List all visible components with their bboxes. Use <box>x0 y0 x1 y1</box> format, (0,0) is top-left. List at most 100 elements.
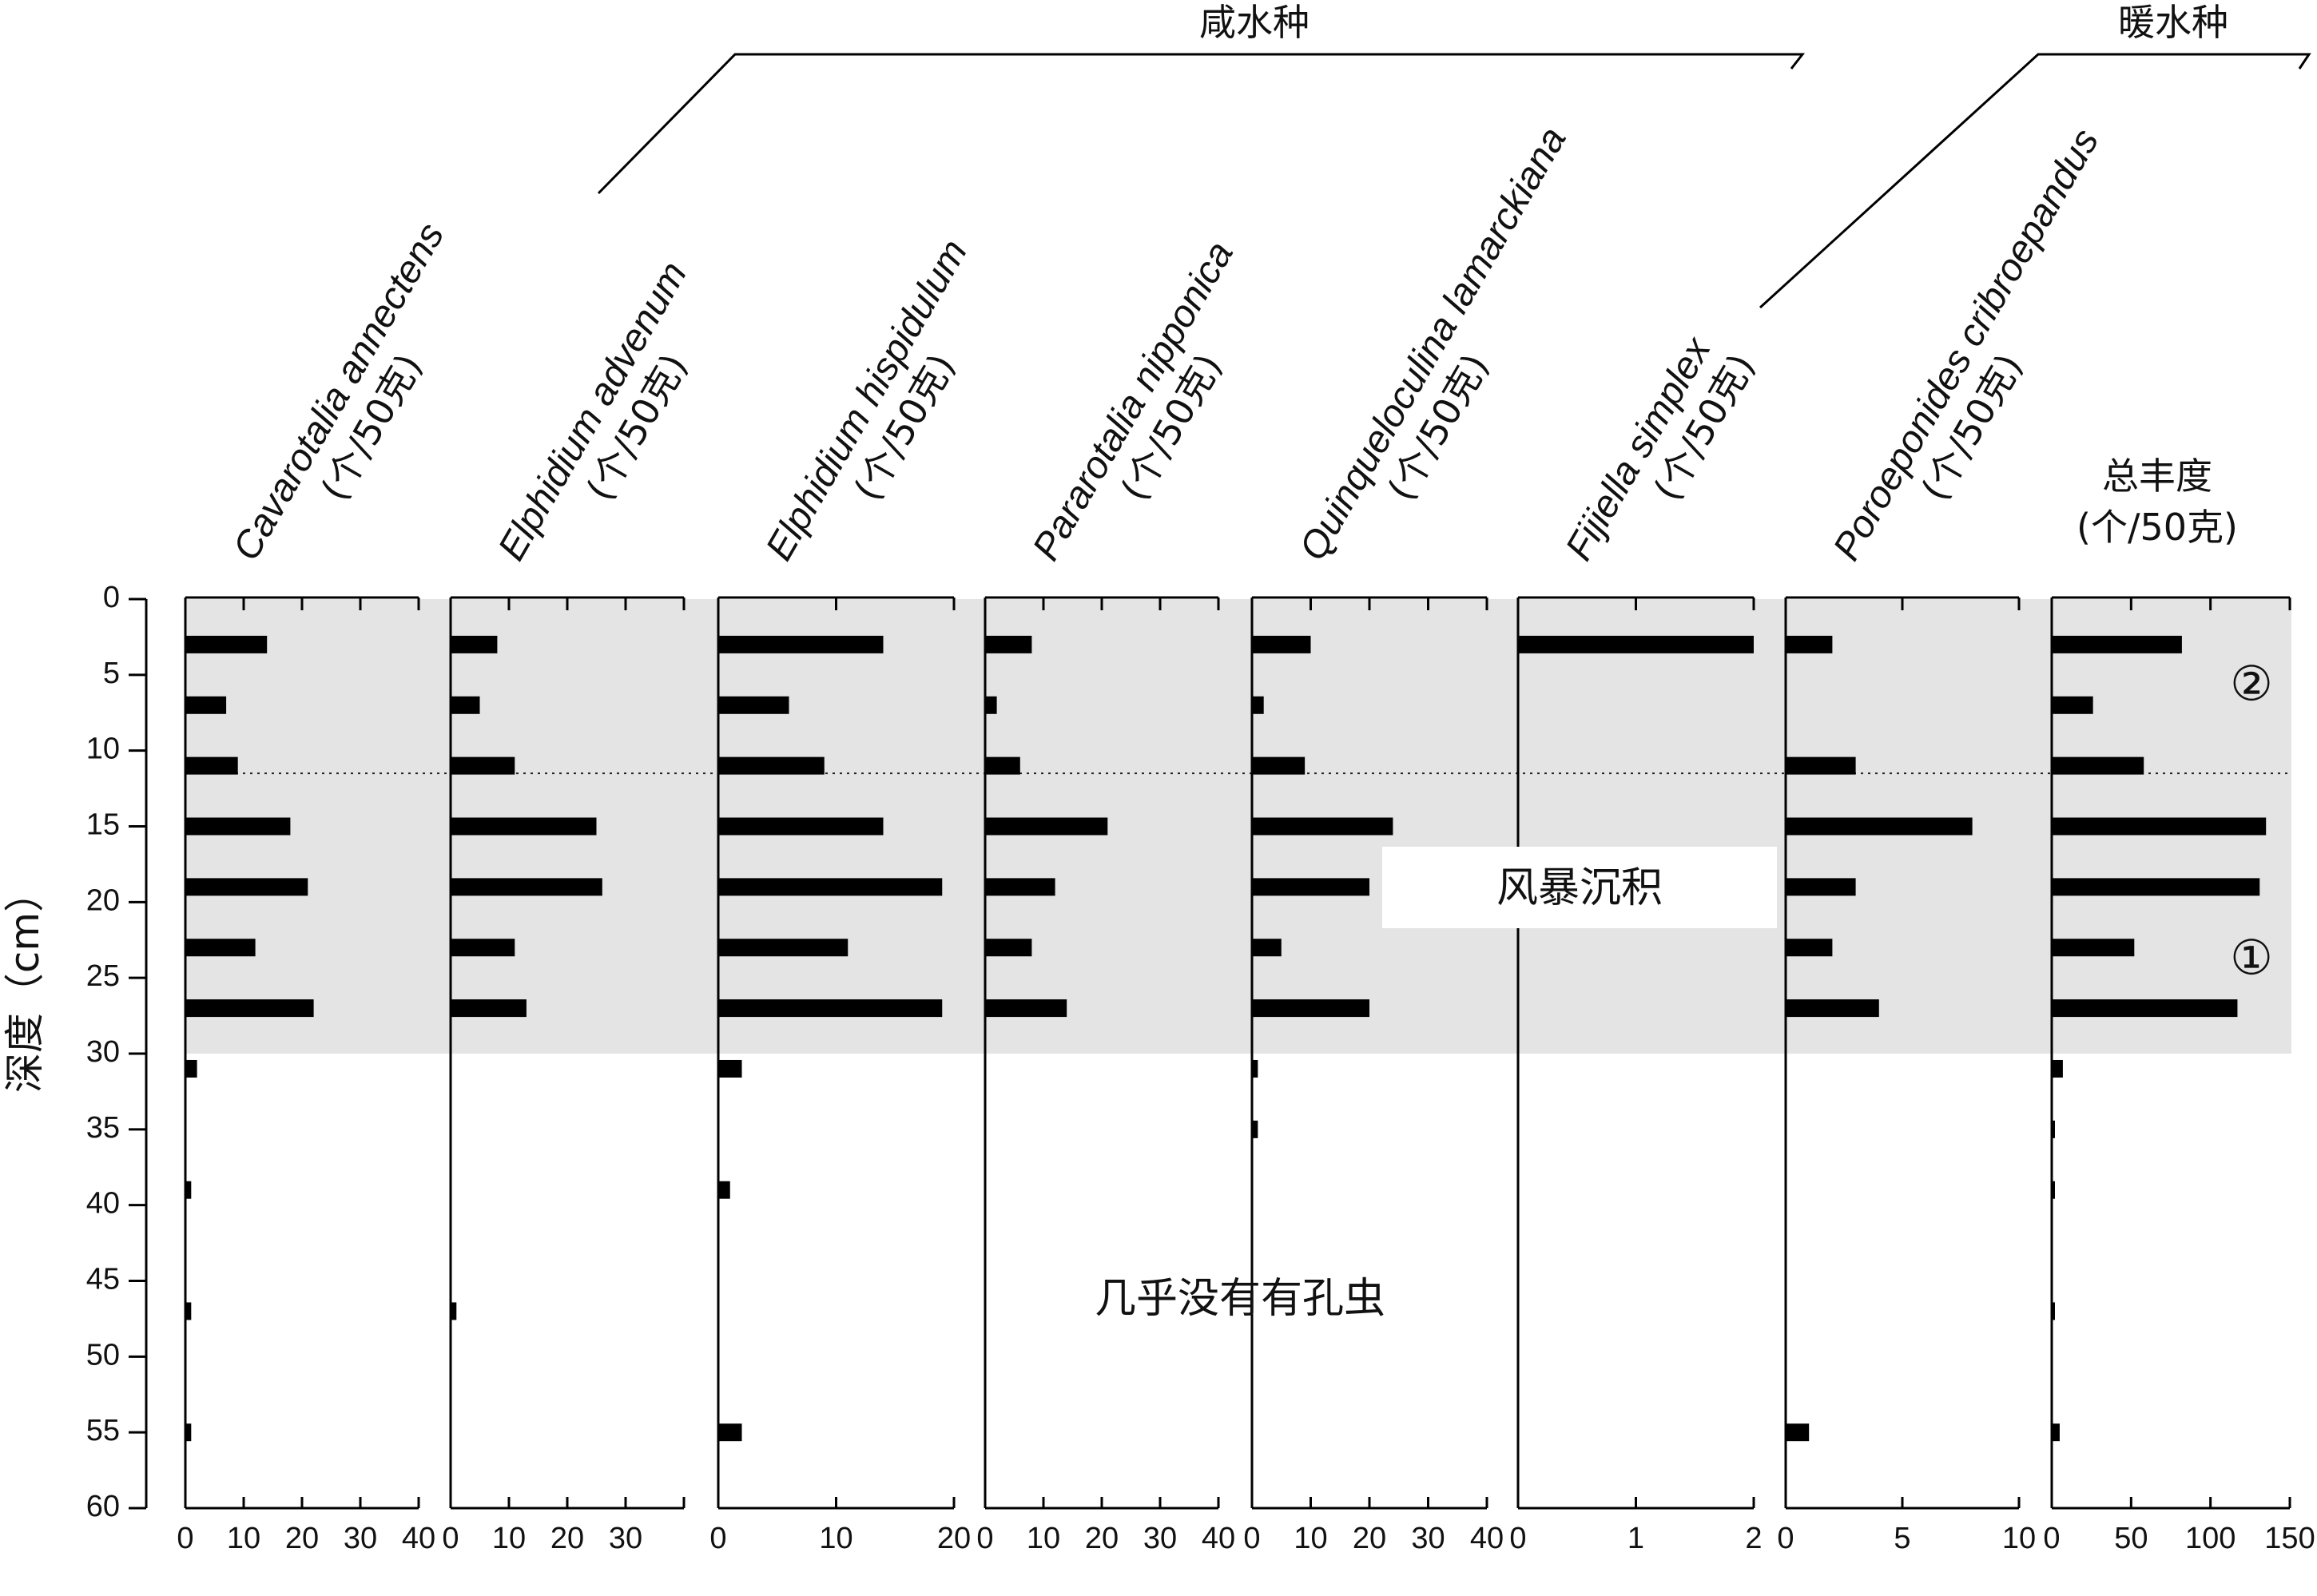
abundance-bar <box>718 817 884 836</box>
abundance-bar <box>718 756 825 775</box>
abundance-bar <box>185 999 314 1018</box>
brackish-group-bracket <box>597 53 1806 195</box>
warm-group-bracket <box>1759 53 2311 309</box>
abundance-bar <box>185 635 268 653</box>
depth-tick-label: 50 <box>86 1338 120 1372</box>
abundance-bar <box>2052 1423 2060 1442</box>
abundance-bar <box>1786 999 1879 1018</box>
panel-tick-label: 100 <box>2185 1522 2236 1555</box>
panel-tick-label: 10 <box>1027 1522 1060 1555</box>
abundance-bar <box>985 817 1108 836</box>
depth-tick-label: 40 <box>86 1187 120 1221</box>
abundance-bar <box>1252 756 1306 775</box>
depth-tick-label: 45 <box>86 1263 120 1296</box>
panel-tick-label: 0 <box>177 1522 193 1555</box>
panel-7: 0 5 10 <box>1777 596 2036 1555</box>
brackish-group-label: 咸水种 <box>1199 1 1310 44</box>
abundance-bar <box>1252 1120 1258 1138</box>
abundance-bar <box>451 635 498 653</box>
panel-header: Elphidium hispidulum(个/50克) <box>758 232 976 567</box>
abundance-bar <box>451 817 597 836</box>
abundance-bar <box>718 1181 730 1199</box>
storm-label-box <box>1382 847 1777 928</box>
header-layer: Cavarotalia annectens(个/50克) Elphidium ad… <box>225 120 2238 568</box>
abundance-bar <box>1252 939 1282 957</box>
abundance-bar <box>185 1302 192 1320</box>
panel-header: Cavarotalia annectens(个/50克) <box>225 216 453 567</box>
abundance-bar <box>451 1302 457 1320</box>
panel-tick-label: 30 <box>1411 1522 1445 1555</box>
depth-tick-label: 30 <box>86 1035 120 1069</box>
abundance-bar <box>451 999 527 1018</box>
abundance-bar <box>2052 878 2260 896</box>
abundance-bar <box>718 635 884 653</box>
abundance-bar <box>1252 999 1369 1018</box>
abundance-bar <box>2052 939 2135 957</box>
panel-tick-label: 10 <box>2002 1522 2036 1555</box>
abundance-bar <box>451 878 602 896</box>
panel-2: 0 10 20 30 <box>442 596 686 1555</box>
storm-deposit-label: 风暴沉积 <box>1496 864 1663 912</box>
panel-tick-label: 20 <box>550 1522 584 1555</box>
species-name: Quinqueloculina lamarckiana <box>1292 120 1575 567</box>
panel-tick-label: 1 <box>1627 1522 1644 1555</box>
abundance-bar <box>451 939 515 957</box>
panel-4: 0 10 20 30 40 <box>976 596 1235 1555</box>
panel-8: 0 50 100 150 <box>2043 596 2315 1555</box>
depth-axis-title: 深度（cm） <box>2 872 48 1093</box>
panel-tick-label: 30 <box>1143 1522 1177 1555</box>
abundance-bar <box>1786 635 1833 653</box>
zone-label: ② <box>2230 657 2273 713</box>
panel-tick-label: 0 <box>1777 1522 1794 1555</box>
abundance-bar <box>1518 635 1754 653</box>
abundance-bar <box>1252 635 1311 653</box>
panel-tick-label: 50 <box>2114 1522 2148 1555</box>
panel-header: Elphidium advenum(个/50克) <box>491 255 696 568</box>
depth-tick-label: 60 <box>86 1490 120 1523</box>
panel-tick-label: 10 <box>819 1522 852 1555</box>
panel-tick-label: 0 <box>1243 1522 1260 1555</box>
abundance-bar <box>1786 817 1973 836</box>
abundance-bar <box>1786 878 1856 896</box>
depth-tick-label: 0 <box>103 581 120 614</box>
panel-tick-label: 10 <box>492 1522 526 1555</box>
depth-tick-label: 20 <box>86 883 120 917</box>
panel-tick-label: 40 <box>1470 1522 1504 1555</box>
abundance-bar <box>2052 817 2267 836</box>
abundance-bar <box>185 1181 192 1199</box>
depth-axis: 0 5 10 15 20 25 30 35 40 45 50 55 60 <box>86 581 148 1523</box>
abundance-bar <box>185 696 227 714</box>
abundance-bar <box>718 696 789 714</box>
panel-tick-label: 10 <box>227 1522 260 1555</box>
abundance-bar <box>1252 1059 1258 1078</box>
panel-tick-label: 20 <box>937 1522 971 1555</box>
panel-tick-label: 20 <box>1085 1522 1119 1555</box>
abundance-bar <box>985 878 1055 896</box>
panel-5: 0 10 20 30 40 <box>1243 596 1504 1555</box>
abundance-bar <box>451 756 515 775</box>
abundance-bar <box>2052 999 2238 1018</box>
abundance-bar <box>985 999 1067 1018</box>
total-abundance-title: 总丰度 <box>2102 455 2212 498</box>
abundance-bar <box>185 939 256 957</box>
annotation-layer: 咸水种 暖水种 风暴沉积 几乎没有有孔虫 深度（cm） <box>2 1 2311 1323</box>
species-name: Cavarotalia annectens <box>225 216 453 567</box>
panel-tick-label: 30 <box>609 1522 642 1555</box>
abundance-bar <box>718 1423 742 1442</box>
panel-tick-label: 0 <box>2043 1522 2060 1555</box>
abundance-bar <box>185 817 291 836</box>
zone-label: ① <box>2230 931 2273 987</box>
abundance-bar <box>2052 1302 2055 1320</box>
panel-1: 0 10 20 30 40 <box>177 596 435 1555</box>
abundance-bar <box>185 878 308 896</box>
abundance-bar <box>2052 1181 2055 1199</box>
panel-tick-label: 0 <box>442 1522 459 1555</box>
abundance-bar <box>1786 939 1833 957</box>
abundance-bar <box>1252 696 1264 714</box>
panel-tick-label: 40 <box>1202 1522 1235 1555</box>
panels-layer: 0 10 20 30 40 0 10 20 30 0 10 20 0 10 20 30 40 0 10 20 30 40 0… <box>177 596 2315 1555</box>
species-name: Poroeponides cribroepandus <box>1826 121 2108 567</box>
panel-tick-label: 10 <box>1294 1522 1327 1555</box>
depth-tick-label: 55 <box>86 1414 120 1447</box>
